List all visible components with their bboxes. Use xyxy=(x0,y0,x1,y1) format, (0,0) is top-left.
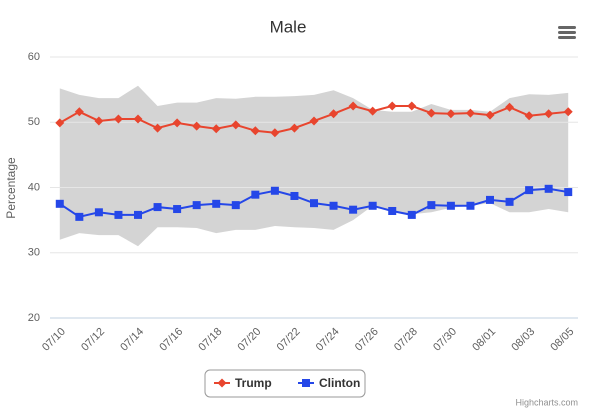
point xyxy=(329,109,339,119)
point xyxy=(133,114,143,124)
point xyxy=(388,206,397,215)
point xyxy=(153,203,162,212)
point xyxy=(329,201,338,210)
y-tick-label: 50 xyxy=(28,116,40,128)
legend-label: Clinton xyxy=(319,376,360,390)
range-area xyxy=(59,85,569,247)
x-tick-label: 07/30 xyxy=(431,326,459,354)
point xyxy=(270,128,280,138)
point xyxy=(55,118,65,128)
point xyxy=(505,102,515,112)
point xyxy=(407,101,417,111)
x-tick-label: 07/28 xyxy=(392,326,420,354)
point xyxy=(231,201,240,210)
point xyxy=(173,205,182,214)
x-tick-label: 08/01 xyxy=(470,326,498,354)
point xyxy=(564,188,573,197)
point xyxy=(289,123,299,133)
point xyxy=(525,186,534,195)
point xyxy=(427,201,436,210)
point xyxy=(368,106,378,116)
menu-bar xyxy=(558,31,576,34)
point xyxy=(172,118,182,128)
point xyxy=(446,201,455,210)
x-tick-label: 07/24 xyxy=(314,326,342,354)
x-tick-label: 07/26 xyxy=(353,326,381,354)
menu-bar xyxy=(558,36,576,39)
point xyxy=(309,116,319,126)
y-tick-label: 30 xyxy=(28,247,40,259)
point xyxy=(348,101,358,111)
point xyxy=(250,126,260,136)
point xyxy=(563,107,573,117)
legend-item[interactable]: Clinton xyxy=(298,376,360,390)
point xyxy=(114,210,123,219)
point xyxy=(426,108,436,118)
point xyxy=(407,210,416,219)
legend-marker xyxy=(217,378,227,388)
x-tick-label: 07/14 xyxy=(118,326,146,354)
point xyxy=(544,184,553,193)
x-tick-label: 08/05 xyxy=(548,326,576,354)
point xyxy=(465,108,475,118)
point xyxy=(544,109,554,119)
point xyxy=(231,120,241,130)
point xyxy=(446,109,456,119)
point xyxy=(153,123,163,133)
point xyxy=(212,199,221,208)
menu-bar xyxy=(558,26,576,29)
y-tick-label: 40 xyxy=(28,181,40,193)
point xyxy=(251,190,260,199)
legend-marker xyxy=(302,379,310,387)
x-tick-label: 08/03 xyxy=(509,326,537,354)
point xyxy=(94,116,104,126)
point xyxy=(349,205,358,214)
chart-title: Male xyxy=(270,17,307,36)
point xyxy=(505,197,514,206)
point xyxy=(94,208,103,217)
point xyxy=(55,199,64,208)
point xyxy=(524,111,534,121)
point xyxy=(113,114,123,124)
point xyxy=(387,101,397,111)
x-tick-label: 07/12 xyxy=(79,326,107,354)
y-axis-label: Percentage xyxy=(4,157,18,219)
x-tick-label: 07/16 xyxy=(157,326,185,354)
legend-box xyxy=(204,369,366,398)
x-tick-label: 07/10 xyxy=(40,326,68,354)
point xyxy=(192,201,201,210)
menu-button[interactable] xyxy=(558,26,576,39)
point xyxy=(134,210,142,219)
x-tick-label: 07/22 xyxy=(275,326,303,354)
point xyxy=(75,212,84,221)
point xyxy=(485,110,495,120)
point xyxy=(290,191,299,200)
point xyxy=(211,124,221,134)
point xyxy=(270,186,279,195)
point xyxy=(74,107,84,117)
x-tick-label: 07/20 xyxy=(236,326,264,354)
legend-item[interactable]: Trump xyxy=(214,376,272,390)
point xyxy=(486,195,494,204)
y-tick-label: 60 xyxy=(28,51,40,63)
legend-label: Trump xyxy=(235,376,272,390)
point xyxy=(310,199,318,208)
y-tick-label: 20 xyxy=(28,312,40,324)
point xyxy=(466,201,475,210)
credits[interactable]: Highcharts.com xyxy=(515,397,578,407)
point xyxy=(192,121,202,131)
point xyxy=(368,201,377,210)
x-tick-label: 07/18 xyxy=(196,326,224,354)
